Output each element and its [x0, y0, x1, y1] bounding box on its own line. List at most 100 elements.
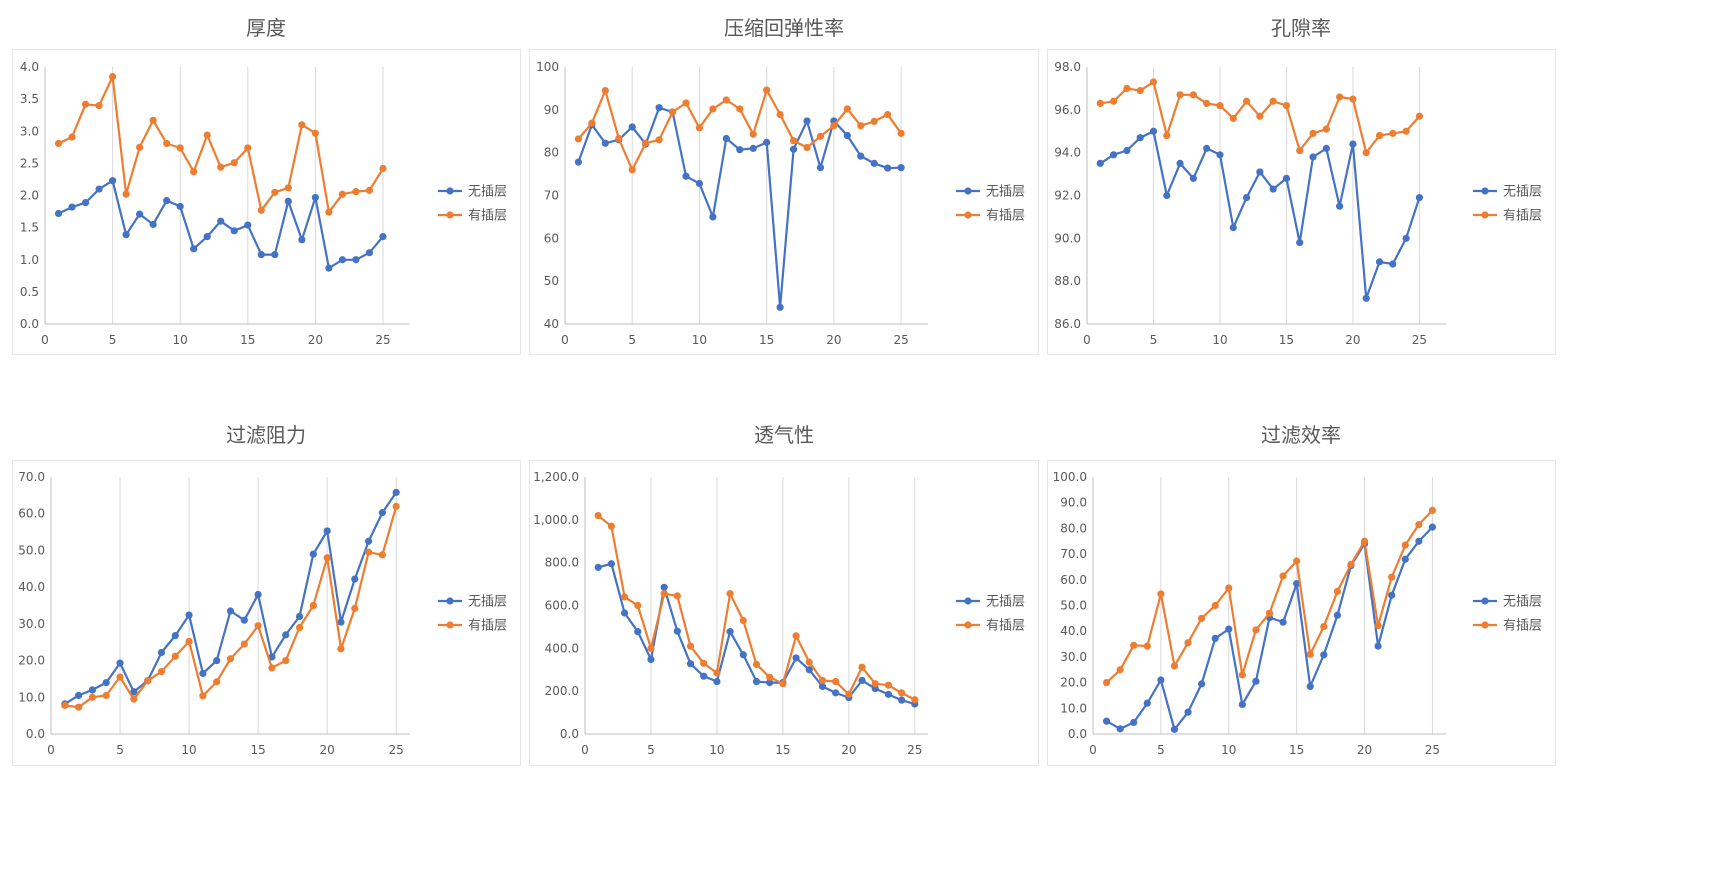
data-point: [1322, 144, 1330, 152]
data-point: [601, 86, 609, 95]
data-point: [1336, 93, 1344, 101]
data-point: [884, 110, 892, 119]
chart-frame: 0.0 0.5 1.0 1.5 2.0 2.5 3.0 3.5 4.0 0 5 10 15 20 25 无插层…: [12, 49, 521, 355]
y-tick-label: 94.0: [1054, 146, 1081, 160]
data-point: [190, 245, 198, 253]
data-point: [311, 129, 319, 137]
x-tick-label: 15: [240, 333, 255, 347]
x-tick-label: 20: [308, 333, 323, 347]
y-tick-label: 40.0: [18, 580, 45, 594]
data-point: [1109, 151, 1118, 159]
data-point: [226, 655, 235, 663]
legend-marker: [1481, 597, 1489, 605]
data-point: [116, 673, 124, 681]
data-point: [1176, 91, 1184, 99]
y-tick-label: 0.0: [26, 727, 45, 741]
data-point: [68, 203, 76, 211]
data-point: [257, 206, 265, 214]
legend-marker: [446, 187, 454, 195]
data-point: [271, 251, 279, 259]
y-tick-label: 40.0: [1060, 624, 1087, 638]
data-point: [1238, 700, 1246, 709]
chart-svg: 0.0 10.0 20.0 30.0 40.0 50.0 60.0 70.0 0 5 10 15 20 2…: [18, 470, 507, 757]
data-point: [766, 679, 774, 687]
data-point: [1252, 677, 1260, 685]
legend-label: 无插层: [986, 595, 1025, 610]
data-point: [736, 146, 744, 154]
data-point: [171, 652, 179, 660]
y-tick-label: 0.5: [20, 285, 39, 299]
data-point: [642, 139, 650, 147]
data-point: [190, 168, 198, 176]
data-point: [739, 616, 747, 625]
data-point: [1189, 174, 1197, 182]
data-point: [884, 681, 893, 689]
legend-label: 有插层: [1503, 619, 1542, 634]
data-point: [1402, 127, 1410, 135]
data-point: [792, 632, 800, 640]
data-point: [673, 592, 681, 600]
chart-title: 透气性: [754, 423, 814, 447]
chart-frame: 0.0 200.0 400.0 600.0 800.0 1,000.0 1,200.0 0 5 1…: [529, 460, 1039, 766]
y-tick-label: 1.5: [20, 221, 39, 235]
x-tick-label: 5: [116, 743, 124, 757]
x-tick-label: 15: [759, 333, 774, 347]
data-point: [1269, 97, 1277, 105]
data-point: [1229, 224, 1237, 232]
data-point: [298, 236, 306, 244]
data-point: [1306, 650, 1314, 658]
data-point: [244, 221, 252, 229]
y-tick-label: 50.0: [18, 543, 45, 557]
data-point: [244, 144, 252, 152]
y-tick-label: 800.0: [545, 556, 579, 570]
chart-title: 过滤阻力: [226, 423, 306, 447]
data-point: [588, 119, 596, 127]
data-point: [199, 669, 207, 678]
data-point: [1309, 153, 1317, 161]
x-tick-label: 15: [1279, 333, 1294, 347]
data-point: [1163, 191, 1171, 200]
legend-label: 无插层: [986, 185, 1025, 200]
data-point: [1265, 609, 1274, 617]
data-point: [722, 96, 730, 104]
data-point: [88, 686, 97, 694]
data-point: [185, 637, 193, 646]
data-point: [722, 134, 730, 143]
data-point: [818, 682, 827, 691]
data-point: [1157, 676, 1165, 684]
data-point: [1269, 185, 1277, 193]
data-point: [282, 656, 290, 665]
data-point: [1157, 590, 1165, 598]
data-point: [682, 99, 690, 107]
data-point: [843, 105, 851, 113]
data-point: [897, 164, 905, 172]
data-point: [1388, 573, 1396, 581]
x-tick-label: 5: [647, 743, 655, 757]
data-point: [1296, 146, 1304, 155]
data-point: [594, 511, 602, 520]
data-point: [203, 131, 211, 139]
data-point: [1225, 584, 1233, 592]
data-point: [818, 676, 827, 685]
y-tick-label: 60.0: [1060, 573, 1087, 587]
data-point: [364, 548, 373, 556]
data-point: [351, 604, 359, 613]
data-point: [1203, 99, 1211, 108]
data-point: [364, 537, 373, 545]
y-tick-label: 600.0: [545, 599, 579, 613]
data-point: [871, 684, 879, 693]
data-point: [776, 303, 784, 311]
y-tick-label: 50: [544, 274, 559, 288]
data-point: [1389, 260, 1397, 268]
data-point: [392, 488, 400, 497]
x-tick-label: 25: [1412, 333, 1427, 347]
data-point: [660, 583, 668, 591]
data-point: [157, 648, 166, 657]
data-point: [284, 197, 292, 205]
data-point: [311, 193, 319, 202]
data-point: [668, 108, 677, 116]
data-point: [1170, 662, 1179, 670]
data-point: [1136, 86, 1144, 95]
data-point: [1163, 131, 1171, 140]
